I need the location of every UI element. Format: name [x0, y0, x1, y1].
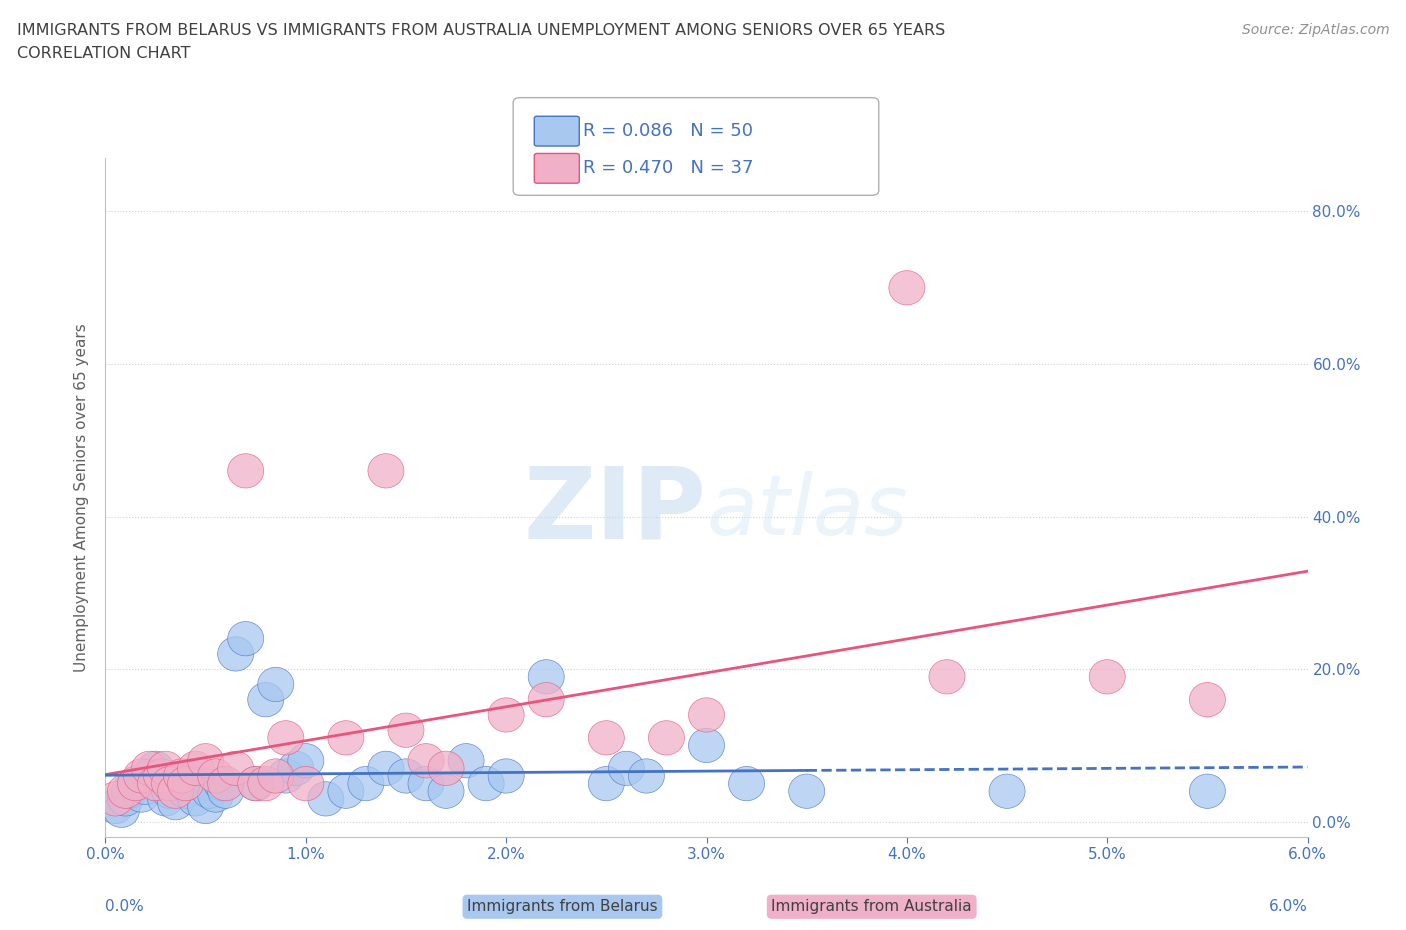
Ellipse shape: [184, 766, 219, 801]
Ellipse shape: [204, 766, 239, 801]
Ellipse shape: [157, 774, 194, 808]
Ellipse shape: [107, 774, 143, 808]
Text: Immigrants from Belarus: Immigrants from Belarus: [467, 899, 658, 914]
Ellipse shape: [408, 766, 444, 801]
Ellipse shape: [1090, 659, 1125, 694]
Ellipse shape: [152, 766, 187, 801]
Ellipse shape: [388, 759, 425, 793]
Ellipse shape: [143, 766, 180, 801]
Ellipse shape: [104, 793, 139, 828]
Ellipse shape: [177, 782, 214, 816]
Ellipse shape: [148, 751, 184, 786]
Text: IMMIGRANTS FROM BELARUS VS IMMIGRANTS FROM AUSTRALIA UNEMPLOYMENT AMONG SENIORS : IMMIGRANTS FROM BELARUS VS IMMIGRANTS FR…: [17, 23, 945, 38]
Ellipse shape: [111, 774, 148, 808]
Ellipse shape: [427, 751, 464, 786]
Ellipse shape: [167, 774, 204, 808]
Ellipse shape: [288, 766, 323, 801]
Ellipse shape: [468, 766, 505, 801]
Ellipse shape: [257, 668, 294, 701]
Ellipse shape: [488, 759, 524, 793]
Ellipse shape: [889, 271, 925, 305]
Ellipse shape: [588, 766, 624, 801]
Ellipse shape: [143, 759, 180, 793]
Ellipse shape: [198, 759, 233, 793]
Ellipse shape: [218, 751, 253, 786]
Ellipse shape: [728, 766, 765, 801]
Ellipse shape: [929, 659, 965, 694]
Text: 0.0%: 0.0%: [105, 899, 145, 914]
Ellipse shape: [187, 790, 224, 824]
Text: 6.0%: 6.0%: [1268, 899, 1308, 914]
Ellipse shape: [1189, 683, 1226, 717]
Ellipse shape: [368, 751, 404, 786]
Text: ZIP: ZIP: [523, 462, 707, 560]
Ellipse shape: [388, 713, 425, 748]
Ellipse shape: [198, 777, 233, 812]
Ellipse shape: [118, 766, 153, 801]
Ellipse shape: [689, 728, 724, 763]
Ellipse shape: [148, 782, 184, 816]
Ellipse shape: [187, 744, 224, 777]
Ellipse shape: [328, 721, 364, 755]
Ellipse shape: [328, 774, 364, 808]
Ellipse shape: [124, 777, 159, 812]
Ellipse shape: [988, 774, 1025, 808]
Ellipse shape: [308, 782, 344, 816]
Ellipse shape: [368, 454, 404, 488]
Y-axis label: Unemployment Among Seniors over 65 years: Unemployment Among Seniors over 65 years: [75, 324, 90, 671]
Ellipse shape: [107, 782, 143, 816]
Ellipse shape: [132, 751, 167, 786]
Text: CORRELATION CHART: CORRELATION CHART: [17, 46, 190, 61]
Ellipse shape: [267, 759, 304, 793]
Ellipse shape: [267, 721, 304, 755]
Ellipse shape: [124, 759, 159, 793]
Ellipse shape: [257, 759, 294, 793]
Ellipse shape: [449, 744, 484, 777]
Ellipse shape: [177, 751, 214, 786]
Text: R = 0.086   N = 50: R = 0.086 N = 50: [583, 122, 754, 140]
Ellipse shape: [288, 744, 323, 777]
Ellipse shape: [228, 454, 264, 488]
Ellipse shape: [218, 637, 253, 671]
Ellipse shape: [238, 766, 274, 801]
Ellipse shape: [278, 751, 314, 786]
Ellipse shape: [689, 698, 724, 732]
Ellipse shape: [247, 766, 284, 801]
Ellipse shape: [163, 766, 200, 801]
Ellipse shape: [138, 766, 173, 801]
Ellipse shape: [97, 782, 134, 816]
Ellipse shape: [427, 774, 464, 808]
Text: R = 0.470   N = 37: R = 0.470 N = 37: [583, 159, 754, 178]
Ellipse shape: [157, 786, 194, 820]
Text: Source: ZipAtlas.com: Source: ZipAtlas.com: [1241, 23, 1389, 37]
Ellipse shape: [529, 659, 564, 694]
Ellipse shape: [208, 766, 243, 801]
Ellipse shape: [228, 621, 264, 656]
Text: atlas: atlas: [707, 471, 908, 551]
Ellipse shape: [208, 774, 243, 808]
Ellipse shape: [118, 766, 153, 801]
Ellipse shape: [97, 790, 134, 824]
Text: Immigrants from Australia: Immigrants from Australia: [772, 899, 972, 914]
Ellipse shape: [588, 721, 624, 755]
Ellipse shape: [789, 774, 825, 808]
Ellipse shape: [163, 759, 200, 793]
Ellipse shape: [238, 766, 274, 801]
Ellipse shape: [488, 698, 524, 732]
Ellipse shape: [132, 759, 167, 793]
Ellipse shape: [648, 721, 685, 755]
Ellipse shape: [138, 751, 173, 786]
Ellipse shape: [408, 744, 444, 777]
Ellipse shape: [247, 683, 284, 717]
Ellipse shape: [152, 774, 187, 808]
Ellipse shape: [172, 759, 208, 793]
Ellipse shape: [628, 759, 665, 793]
Ellipse shape: [191, 774, 228, 808]
Ellipse shape: [529, 683, 564, 717]
Ellipse shape: [1189, 774, 1226, 808]
Ellipse shape: [128, 770, 163, 804]
Ellipse shape: [609, 751, 644, 786]
Ellipse shape: [347, 766, 384, 801]
Ellipse shape: [167, 766, 204, 801]
